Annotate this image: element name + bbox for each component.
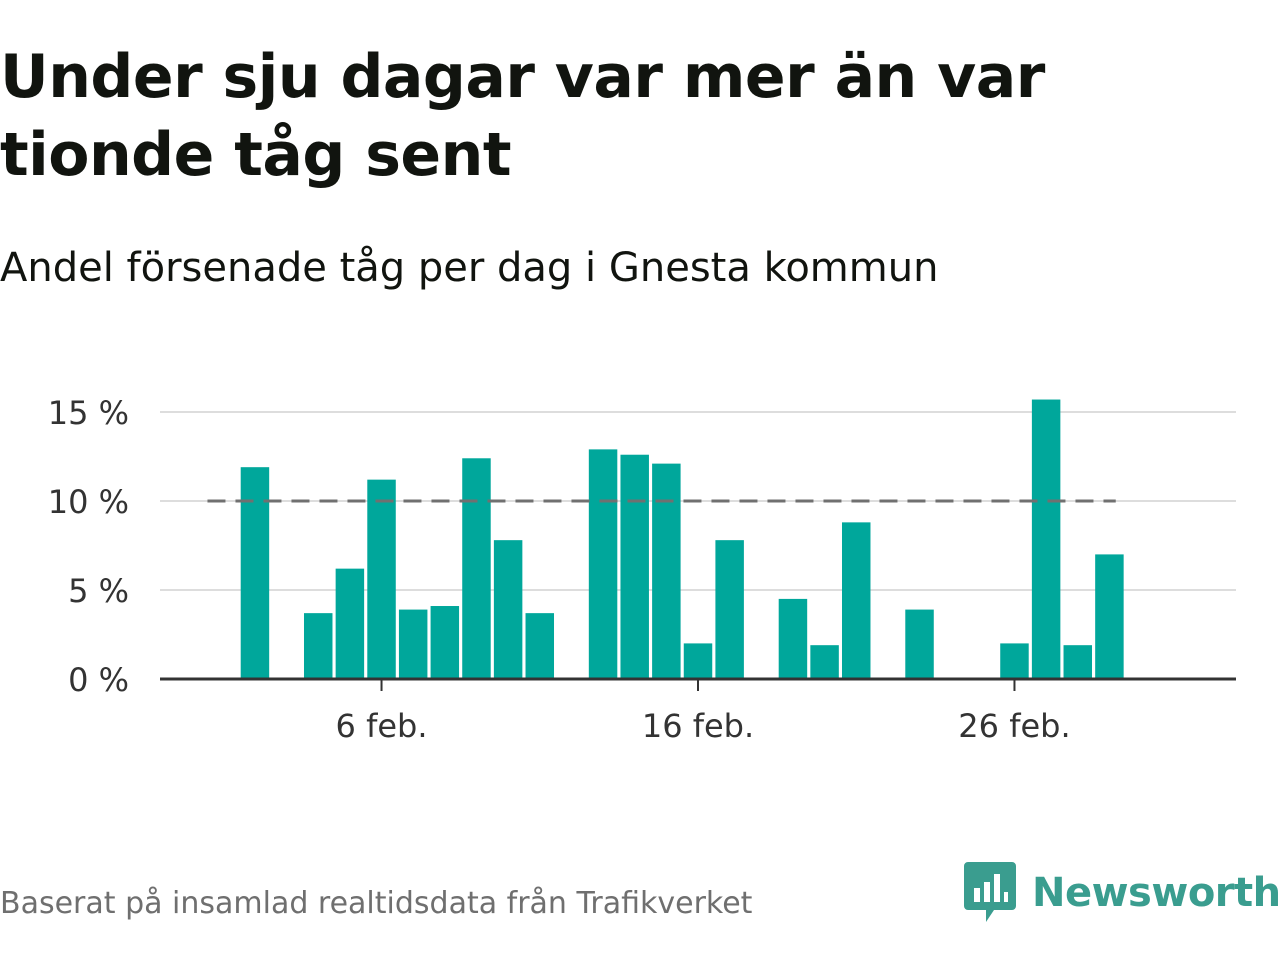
x-tick-label: 16 feb. xyxy=(642,707,754,745)
bar xyxy=(683,643,713,679)
bar xyxy=(462,458,491,679)
bar xyxy=(778,598,808,679)
bar xyxy=(841,522,871,679)
y-tick-label: 15 % xyxy=(48,394,129,432)
newsworthy-logo-icon xyxy=(964,862,1016,922)
y-tick-label: 5 % xyxy=(68,572,129,610)
bar xyxy=(240,467,270,679)
x-tick-label: 6 feb. xyxy=(336,707,428,745)
bar xyxy=(588,449,618,679)
bar-chart: 0 % 5 % 10 % 15 % 6 feb. 16 feb. 26 feb. xyxy=(48,394,1236,745)
bar xyxy=(715,540,744,679)
bars xyxy=(240,399,1124,679)
axes: 0 % 5 % 10 % 15 % 6 feb. 16 feb. 26 feb. xyxy=(48,394,1236,745)
bar xyxy=(652,463,681,679)
source-note: Baserat på insamlad realtidsdata från Tr… xyxy=(0,886,753,921)
y-tick-label: 0 % xyxy=(68,661,129,699)
bar xyxy=(367,479,396,679)
x-tick-label: 26 feb. xyxy=(958,707,1070,745)
brand-name: Newsworthy xyxy=(1032,870,1280,916)
brand: Newsworthy xyxy=(964,862,1280,924)
chart-subtitle: Andel försenade tåg per dag i Gnesta kom… xyxy=(0,245,939,291)
bar xyxy=(430,606,460,679)
bar xyxy=(620,454,649,679)
bar xyxy=(493,540,523,679)
bar xyxy=(1031,399,1061,679)
bar xyxy=(810,645,839,679)
bar xyxy=(335,568,365,679)
bar xyxy=(303,613,333,679)
chart-title: Under sju dagar var mer än var tionde tå… xyxy=(0,42,1045,190)
bar xyxy=(525,613,555,679)
bar xyxy=(1063,645,1093,679)
y-tick-label: 10 % xyxy=(48,483,129,521)
bar xyxy=(398,609,428,679)
bar xyxy=(1095,554,1124,679)
bar xyxy=(1000,643,1029,679)
bar xyxy=(905,609,934,679)
